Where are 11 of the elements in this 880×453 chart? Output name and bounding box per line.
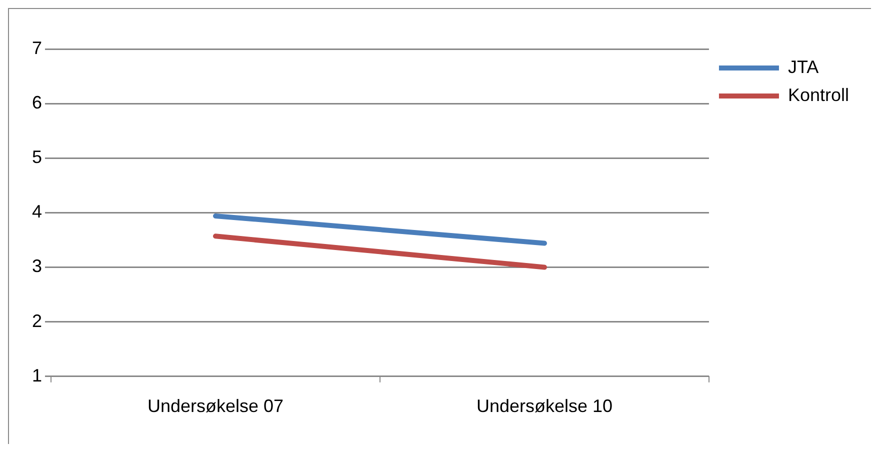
legend-label: Kontroll: [788, 84, 849, 105]
y-tick-label: 5: [32, 147, 42, 168]
y-tick-label: 6: [32, 92, 42, 113]
y-tick-label: 4: [32, 202, 42, 222]
legend-label: JTA: [788, 56, 819, 77]
x-tick-label: Undersøkelse 10: [476, 396, 613, 416]
y-tick-label: 2: [32, 310, 42, 331]
y-tick-label: 1: [32, 365, 42, 386]
y-tick-label: 7: [32, 38, 42, 58]
y-tick-label: 3: [32, 256, 42, 276]
x-tick-label: Undersøkelse 07: [147, 396, 284, 416]
